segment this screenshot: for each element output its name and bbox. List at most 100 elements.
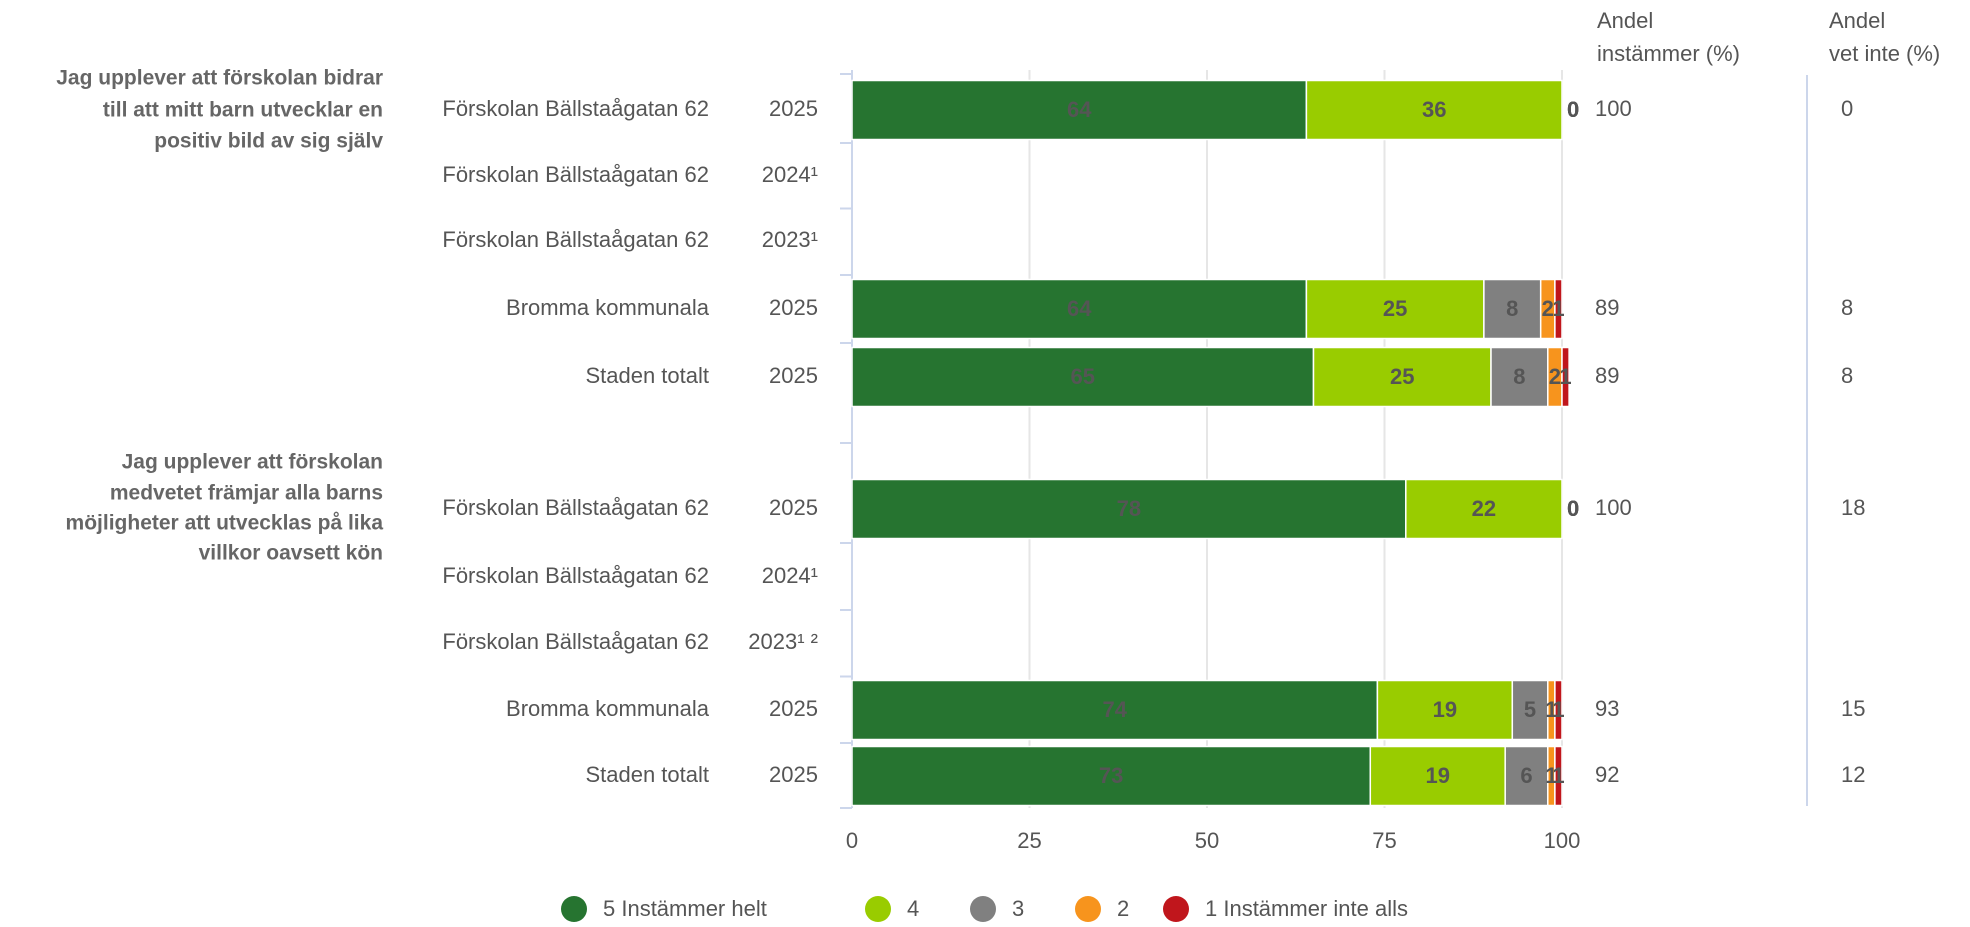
data-label: 19 <box>1433 697 1457 722</box>
year-label: 2024¹ <box>762 162 818 187</box>
bar-segment <box>1305 79 1563 141</box>
year-label: 2024¹ <box>762 563 818 588</box>
legend-label: 5 Instämmer helt <box>603 896 767 921</box>
category-label: Förskolan Bällstaågatan 62 <box>442 629 709 654</box>
group-label: Jag upplever att förskolan bidrar <box>56 67 383 90</box>
data-label: 0 <box>1567 97 1579 122</box>
data-label: 0 <box>1567 97 1579 122</box>
group-label: positiv bild av sig själv <box>154 130 383 153</box>
column-value: 100 <box>1595 96 1632 121</box>
x-tick-label: 25 <box>1017 828 1041 853</box>
year-label: 2025 <box>769 762 818 787</box>
legend-marker <box>1075 896 1101 922</box>
data-label: 25 <box>1383 296 1407 321</box>
year-label: 2025 <box>769 363 818 388</box>
year-label: 2023¹ ² <box>748 629 818 654</box>
bar-segment <box>851 346 1315 408</box>
bar-segment <box>1511 679 1549 741</box>
legend-label: 2 <box>1117 896 1129 921</box>
column-value: 92 <box>1595 762 1619 787</box>
data-label: 6 <box>1520 763 1532 788</box>
x-tick-label: 75 <box>1372 828 1396 853</box>
data-label: 65 <box>1071 364 1095 389</box>
data-label: 36 <box>1422 97 1446 122</box>
data-label: 64 <box>1067 97 1092 122</box>
legend-marker <box>970 896 996 922</box>
year-label: 2025 <box>769 696 818 721</box>
category-label: Staden totalt <box>585 363 709 388</box>
column-header: Andel <box>1829 8 1885 33</box>
legend-marker <box>561 896 587 922</box>
year-label: 2025 <box>769 295 818 320</box>
data-label: 0 <box>1567 496 1579 521</box>
data-label: 2 <box>1549 364 1561 389</box>
data-label: 64 <box>1067 296 1092 321</box>
data-label: 5 <box>1524 697 1536 722</box>
category-label: Förskolan Bällstaågatan 62 <box>442 96 709 121</box>
column-header: Andel <box>1597 8 1653 33</box>
x-tick-label: 0 <box>846 828 858 853</box>
data-label: 2 <box>1542 296 1554 321</box>
year-label: 2023¹ <box>762 227 818 252</box>
category-label: Förskolan Bällstaågatan 62 <box>442 162 709 187</box>
data-label: 1 <box>1552 296 1564 321</box>
column-value: 8 <box>1841 363 1853 388</box>
bar-segment <box>851 79 1308 141</box>
bar-segment <box>1483 278 1542 340</box>
column-value: 89 <box>1595 295 1619 320</box>
data-label: 22 <box>1472 496 1496 521</box>
column-value: 15 <box>1841 696 1865 721</box>
x-tick-label: 50 <box>1195 828 1219 853</box>
legend-marker <box>865 896 891 922</box>
bar-segment <box>1305 278 1485 340</box>
group-label: Jag upplever att förskolan <box>122 451 383 474</box>
category-label: Bromma kommunala <box>506 295 710 320</box>
data-label: 8 <box>1513 364 1525 389</box>
bar-segment <box>851 679 1379 741</box>
category-label: Förskolan Bällstaågatan 62 <box>442 227 709 252</box>
column-header: instämmer (%) <box>1597 41 1740 66</box>
category-label: Bromma kommunala <box>506 696 710 721</box>
data-label: 78 <box>1117 496 1141 521</box>
data-label: 74 <box>1102 697 1127 722</box>
column-value: 12 <box>1841 762 1865 787</box>
column-header: vet inte (%) <box>1829 41 1940 66</box>
data-label: 1 <box>1552 697 1564 722</box>
bar-segment <box>1312 346 1492 408</box>
bar-segment <box>1554 679 1563 741</box>
data-label: 0 <box>1567 496 1579 521</box>
category-label: Förskolan Bällstaågatan 62 <box>442 495 709 520</box>
data-label: 73 <box>1099 763 1123 788</box>
x-tick-label: 100 <box>1544 828 1581 853</box>
bar-segment <box>851 278 1308 340</box>
data-label: 1 <box>1552 763 1564 788</box>
column-value: 8 <box>1841 295 1853 320</box>
data-label: 1 <box>1559 364 1571 389</box>
group-label: villkor oavsett kön <box>199 542 383 565</box>
group-label: till att mitt barn utvecklar en <box>103 99 383 122</box>
bar-segment <box>1554 745 1563 807</box>
category-label: Förskolan Bällstaågatan 62 <box>442 563 709 588</box>
category-label: Staden totalt <box>585 762 709 787</box>
column-value: 0 <box>1841 96 1853 121</box>
bar-segment <box>1561 346 1570 408</box>
bar-segment <box>1490 346 1549 408</box>
group-label: medvetet främjar alla barns <box>110 482 383 505</box>
column-value: 18 <box>1841 495 1865 520</box>
legend-label: 4 <box>907 896 919 921</box>
bar-segment <box>1405 478 1563 540</box>
bar-segment <box>851 745 1372 807</box>
bar-segment <box>1376 679 1514 741</box>
column-value: 93 <box>1595 696 1619 721</box>
legend-label: 3 <box>1012 896 1024 921</box>
year-label: 2025 <box>769 96 818 121</box>
column-value: 100 <box>1595 495 1632 520</box>
column-value: 89 <box>1595 363 1619 388</box>
group-label: möjligheter att utvecklas på lika <box>66 512 384 535</box>
data-label: 0 <box>1567 97 1579 122</box>
data-label: 0 <box>1567 496 1579 521</box>
legend-marker <box>1163 896 1189 922</box>
data-label: 8 <box>1506 296 1518 321</box>
data-label: 25 <box>1390 364 1414 389</box>
